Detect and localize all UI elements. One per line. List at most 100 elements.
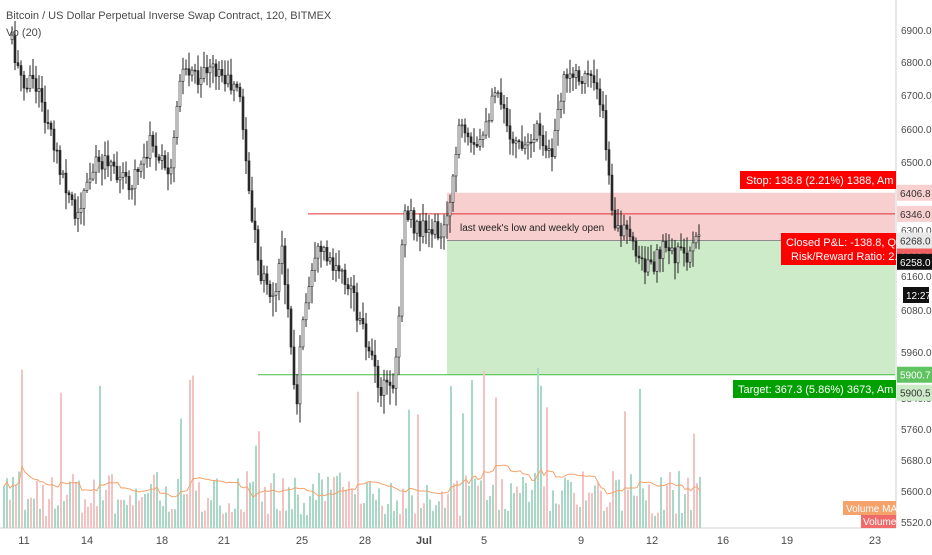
x-tick-label: 19	[781, 535, 793, 547]
volume-bar	[120, 499, 122, 528]
volume-bar	[414, 513, 416, 528]
volume-bar	[153, 474, 155, 528]
candle-body	[214, 63, 218, 77]
candle-body	[325, 247, 329, 262]
volume-bar	[54, 508, 56, 528]
candle-body	[40, 88, 44, 103]
candle-body	[220, 69, 224, 76]
candle-body	[190, 69, 194, 76]
pnl-badge[interactable]	[781, 233, 896, 265]
axis-stop-price[interactable]	[897, 184, 932, 201]
candle-body	[352, 285, 356, 293]
candle-body	[565, 74, 569, 79]
candle-body	[217, 69, 221, 77]
volume-bar	[276, 509, 278, 528]
volume-bar	[108, 475, 110, 528]
volume-bar	[168, 511, 170, 528]
candle-body	[679, 246, 683, 249]
volume-bar	[3, 486, 5, 528]
volume-bar	[174, 509, 176, 528]
x-tick-label: 16	[717, 535, 729, 547]
y-tick-label: 6080.0	[901, 306, 932, 317]
volume-bar	[216, 478, 218, 528]
candle-body	[283, 245, 287, 285]
volume-bar	[426, 485, 428, 528]
candle-body	[61, 172, 65, 175]
axis-target-price[interactable]	[897, 366, 932, 383]
candle-body	[256, 229, 260, 261]
candle-body	[277, 263, 281, 292]
candle-body	[67, 192, 71, 196]
volume-bar	[600, 490, 602, 528]
y-tick-label: 5680.0	[901, 456, 932, 467]
target-badge[interactable]	[733, 380, 896, 398]
candle-body	[199, 78, 203, 85]
candle-body	[235, 83, 239, 88]
volume-bar	[579, 507, 581, 528]
candle-body	[286, 284, 290, 310]
stop-loss-zone[interactable]	[447, 192, 895, 241]
candle-body	[412, 210, 416, 234]
volume-bar	[471, 380, 473, 528]
candle-body	[322, 247, 326, 252]
candle-body	[382, 379, 386, 396]
volume-bar	[114, 513, 116, 528]
candle-body	[658, 249, 662, 259]
candle-body	[646, 259, 650, 273]
volume-bar	[543, 486, 545, 528]
volume-bar	[360, 503, 362, 528]
volume-bar	[627, 489, 629, 528]
candle-body	[169, 167, 173, 175]
axis-last-price[interactable]	[897, 253, 932, 270]
volume-bar	[666, 485, 668, 528]
volume-bar	[372, 494, 374, 528]
candle-body	[439, 236, 443, 239]
candle-body	[346, 284, 350, 290]
candle-body	[319, 245, 323, 252]
volume-bar	[57, 505, 59, 528]
stop-badge[interactable]	[740, 171, 896, 189]
candle-body	[250, 190, 254, 222]
candle-body	[394, 356, 398, 389]
volume-bar	[84, 499, 86, 528]
volume-bar	[408, 409, 410, 528]
volume-bar	[18, 471, 20, 528]
candle-body	[493, 92, 497, 97]
candle-body	[241, 96, 245, 130]
candle-body	[313, 257, 317, 271]
volume-bar	[636, 496, 638, 528]
volume-bar	[291, 509, 293, 528]
candle-body	[160, 155, 164, 161]
volume-bar	[615, 480, 617, 528]
candle-body	[607, 149, 611, 176]
candle-body	[667, 247, 671, 252]
axis-target-price2[interactable]	[897, 384, 932, 401]
candle-body	[391, 385, 395, 389]
candle-body	[490, 95, 494, 121]
candle-body	[508, 125, 512, 140]
candle-body	[136, 169, 140, 172]
candle-body	[397, 315, 401, 358]
volume-bar	[663, 509, 665, 528]
volume-bar	[255, 445, 257, 528]
volume-bar	[144, 494, 146, 528]
volume-bar	[123, 499, 125, 528]
axis-entry-price[interactable]	[897, 232, 932, 249]
volume-bar	[210, 500, 212, 528]
axis-line-price[interactable]	[897, 205, 932, 222]
volume-bar	[288, 487, 290, 528]
candle-body	[379, 387, 383, 396]
candle-body	[598, 88, 602, 106]
volume-bar	[156, 472, 158, 528]
volume-bar	[501, 479, 503, 528]
candle-body	[673, 247, 677, 264]
volume-bar	[69, 481, 71, 528]
price-axis-panel[interactable]	[896, 0, 932, 550]
volume-bar	[573, 492, 575, 528]
candle-body	[292, 346, 296, 385]
candle-body	[481, 134, 485, 140]
candle-body	[157, 156, 161, 161]
volume-bar	[441, 491, 443, 528]
